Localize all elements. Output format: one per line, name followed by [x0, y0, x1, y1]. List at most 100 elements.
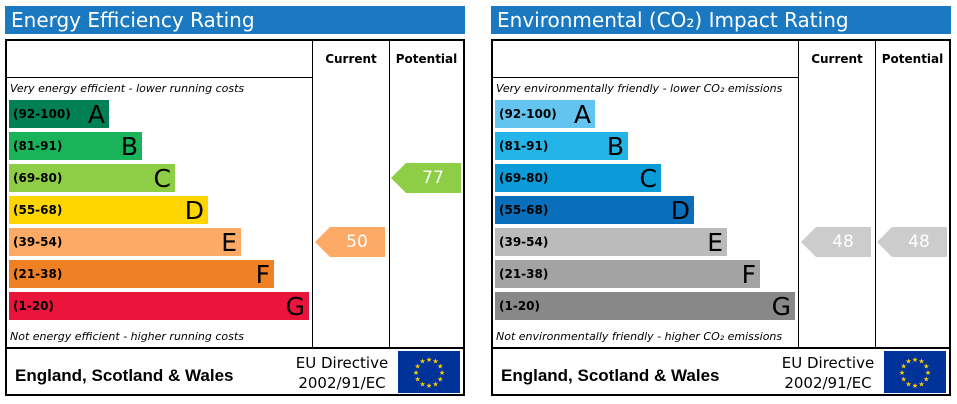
- band-letter-label: A: [573, 100, 591, 129]
- eu-star-icon: ★: [925, 369, 931, 377]
- eu-star-icon: ★: [901, 376, 907, 384]
- band-letter-label: F: [741, 260, 756, 289]
- eu-star-icon: ★: [439, 369, 445, 377]
- rating-table: Current Potential Very environmentally f…: [491, 39, 951, 396]
- eu-star-icon: ★: [437, 376, 443, 384]
- band-range-label: (92-100): [13, 107, 71, 121]
- footer-divider: [493, 347, 949, 349]
- note-top: Very environmentally friendly - lower CO…: [496, 82, 783, 95]
- eu-star-icon: ★: [415, 363, 421, 371]
- panel-title: Environmental (CO₂) Impact Rating: [491, 6, 951, 34]
- header-divider: [7, 77, 312, 78]
- eu-star-icon: ★: [912, 356, 918, 364]
- eu-star-icon: ★: [426, 382, 432, 390]
- eu-star-icon: ★: [426, 356, 432, 364]
- eu-flag-icon: ★ ★★★★★★★★★★★: [884, 351, 946, 393]
- band-g: (1-20) G: [495, 292, 795, 321]
- band-letter-label: B: [120, 132, 138, 161]
- eu-star-icon: ★: [419, 380, 425, 388]
- band-letter-label: B: [606, 132, 624, 161]
- band-letter-label: F: [255, 260, 270, 289]
- eu-directive-line1: EU Directive: [295, 354, 389, 372]
- band-range-label: (21-38): [499, 267, 549, 281]
- eu-star-icon: ★: [923, 363, 929, 371]
- band-e: (39-54) E: [9, 228, 241, 257]
- band-g: (1-20) G: [9, 292, 309, 321]
- band-a: (92-100) A: [9, 100, 109, 129]
- eu-directive: EU Directive 2002/91/EC: [775, 353, 881, 393]
- current-rating-value: 48: [832, 232, 854, 252]
- eu-star-icon: ★: [905, 358, 911, 366]
- eu-directive-line1: EU Directive: [781, 354, 875, 372]
- band-range-label: (1-20): [499, 299, 540, 313]
- eu-star-icon: ★: [912, 382, 918, 390]
- arrow-shape: [877, 227, 947, 257]
- band-d: (55-68) D: [495, 196, 694, 225]
- potential-rating-arrow: 77: [391, 163, 461, 193]
- current-column-header: Current: [811, 52, 863, 66]
- potential-rating-value: 77: [422, 168, 444, 188]
- band-range-label: (69-80): [13, 171, 63, 185]
- column-divider: [798, 41, 799, 347]
- column-divider: [312, 41, 313, 347]
- band-d: (55-68) D: [9, 196, 208, 225]
- eu-star-icon: ★: [437, 363, 443, 371]
- band-letter-label: E: [707, 228, 723, 257]
- note-bottom: Not environmentally friendly - higher CO…: [496, 330, 783, 343]
- band-range-label: (55-68): [13, 203, 63, 217]
- band-c: (69-80) C: [495, 164, 661, 193]
- band-letter-label: D: [184, 196, 204, 225]
- band-letter-label: C: [639, 164, 657, 193]
- header-divider: [493, 77, 798, 78]
- rating-table: Current Potential Very energy efficient …: [5, 39, 465, 396]
- current-rating-value: 50: [346, 232, 368, 252]
- band-letter-label: C: [153, 164, 171, 193]
- band-letter-label: A: [87, 100, 105, 129]
- eu-star-icon: ★: [899, 369, 905, 377]
- eu-directive-line2: 2002/91/EC: [784, 374, 872, 392]
- band-range-label: (81-91): [499, 139, 549, 153]
- eu-star-icon: ★: [918, 358, 924, 366]
- band-range-label: (55-68): [499, 203, 549, 217]
- potential-column-header: Potential: [395, 52, 458, 66]
- band-a: (92-100) A: [495, 100, 595, 129]
- eu-star-icon: ★: [419, 358, 425, 366]
- band-range-label: (21-38): [13, 267, 63, 281]
- arrow-shape: [801, 227, 871, 257]
- note-top: Very energy efficient - lower running co…: [10, 82, 245, 95]
- potential-column-header: Potential: [881, 52, 944, 66]
- band-range-label: (69-80): [499, 171, 549, 185]
- arrow-shape: [315, 227, 385, 257]
- eu-star-icon: ★: [415, 376, 421, 384]
- eu-flag-icon: ★ ★★★★★★★★★★★: [398, 351, 460, 393]
- band-range-label: (81-91): [13, 139, 63, 153]
- eu-directive: EU Directive 2002/91/EC: [289, 353, 395, 393]
- potential-rating-arrow: 48: [877, 227, 947, 257]
- note-bottom: Not energy efficient - higher running co…: [10, 330, 244, 343]
- current-rating-arrow: 50: [315, 227, 385, 257]
- eu-directive-line2: 2002/91/EC: [298, 374, 386, 392]
- band-range-label: (92-100): [499, 107, 557, 121]
- band-range-label: (39-54): [499, 235, 549, 249]
- potential-rating-value: 48: [908, 232, 930, 252]
- band-f: (21-38) F: [495, 260, 760, 289]
- eu-star-icon: ★: [923, 376, 929, 384]
- current-rating-arrow: 48: [801, 227, 871, 257]
- eu-star-icon: ★: [901, 363, 907, 371]
- eu-star-icon: ★: [905, 380, 911, 388]
- band-letter-label: E: [221, 228, 237, 257]
- band-b: (81-91) B: [495, 132, 628, 161]
- column-divider: [875, 41, 876, 347]
- band-range-label: (1-20): [13, 299, 54, 313]
- band-b: (81-91) B: [9, 132, 142, 161]
- band-letter-label: G: [285, 292, 305, 321]
- band-letter-label: G: [771, 292, 791, 321]
- current-column-header: Current: [325, 52, 377, 66]
- footer-divider: [7, 347, 463, 349]
- band-range-label: (39-54): [13, 235, 63, 249]
- band-c: (69-80) C: [9, 164, 175, 193]
- environmental-impact-panel: Environmental (CO₂) Impact Rating Curren…: [491, 6, 951, 398]
- eu-star-icon: ★: [432, 380, 438, 388]
- eu-star-icon: ★: [413, 369, 419, 377]
- energy-efficiency-panel: Energy Efficiency Rating Current Potenti…: [5, 6, 465, 398]
